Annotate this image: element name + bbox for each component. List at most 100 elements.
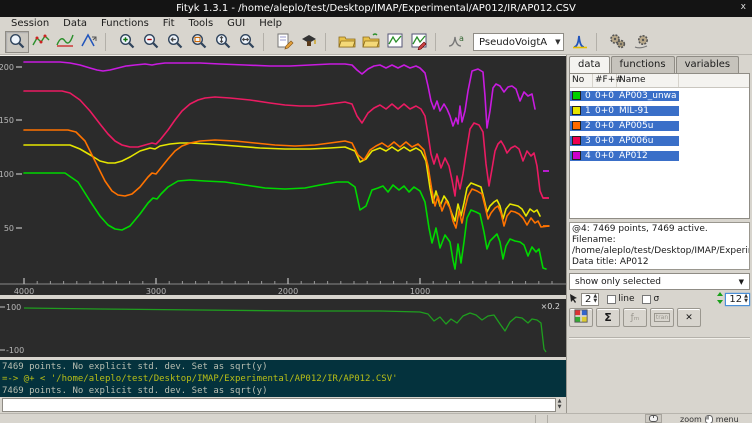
auxiliary-plot[interactable]: 100 -100 ×0.2 [0,297,566,357]
add-function-button[interactable] [568,31,592,53]
edit-script-button[interactable] [273,31,297,53]
menu-data[interactable]: Data [63,18,88,29]
zoom-all-button[interactable] [187,31,211,53]
load-data-button[interactable] [335,31,359,53]
script-edit-icon [276,32,294,53]
folder-open-icon [338,32,356,53]
point-size-spinner[interactable]: 2 ▲ ▼ [581,292,600,306]
zoom-mode-button[interactable] [5,31,29,53]
save-data-button[interactable] [407,31,431,53]
dataset-row[interactable]: 2 0+0 AP005u [570,118,749,133]
menu-session[interactable]: Session [11,18,50,29]
zoom-horizontal-button[interactable] [235,31,259,53]
magnifier-icon [8,32,26,53]
folder-open-plus-icon [362,32,380,53]
background-mode-button[interactable] [53,31,77,53]
tab-data[interactable]: data [569,56,610,73]
function-type-value: PseudoVoigtA [479,36,548,48]
dataset-color-swatch[interactable] [572,106,581,115]
data-range-mode-button[interactable] [29,31,53,53]
dataset-info-title: Data title: AP012 [572,257,649,267]
command-history-spinner[interactable]: ▲ ▼ [557,398,562,410]
dataset-row[interactable]: 4 0+0 AP012 [570,148,749,163]
dataset-color-swatch[interactable] [572,91,581,100]
chevron-down-icon: ▼ [738,277,744,286]
show-filter-dropdown[interactable]: show only selected ▼ [569,273,750,290]
spectrum-curve [23,129,550,229]
toolbar-separator [596,33,603,51]
dataset-name: AP003_unwa... [619,90,677,101]
spinner-arrows-icon[interactable]: ▲ ▼ [744,293,748,304]
menu-help[interactable]: Help [259,18,283,29]
dataset-row[interactable]: 3 0+0 AP006u [570,133,749,148]
y-tick-label: 200 [0,63,14,72]
zoom-out-button[interactable] [139,31,163,53]
dataset-color-swatch[interactable] [572,151,581,160]
x-tick-label: 4000 [14,287,34,296]
sigma-checkbox[interactable] [642,294,652,304]
execute-script-button[interactable] [297,31,321,53]
sum-datasets-button[interactable]: Σ [596,308,620,327]
chevron-down-icon: ▼ [555,38,561,46]
line-checkbox-label: line [618,294,635,304]
console-line: =-> @+ < '/home/aleplo/test/Desktop/IMAP… [2,374,398,384]
peak-add-icon [571,32,589,53]
sidebar: data functions variables No #F+# Name 0 0+0… [566,55,752,413]
dataset-info: @4: 7469 points, 7469 active. Filename: … [569,222,750,270]
transform-data-button[interactable]: tran [650,308,674,327]
save-image-button[interactable] [383,31,407,53]
fit-run-button[interactable] [606,31,630,53]
left-click-hint: zoom [680,414,702,423]
display-controls: 2 ▲ ▼ line σ 12 ▲ ▼ [569,291,750,306]
console-line: 7469 points. No explicit std. dev. Set a… [2,362,268,372]
dataset-color-swatch[interactable] [572,136,581,145]
auto-add-peak-button[interactable]: a [445,31,469,53]
menu-tools[interactable]: Tools [188,18,214,29]
spectrum-curve [23,172,547,270]
previous-zoom-button[interactable] [163,31,187,53]
add-peak-mode-button[interactable] [77,31,101,53]
mouse-mode-button[interactable] [645,414,662,423]
menu-functions[interactable]: Functions [101,18,149,29]
aux-curve [23,307,547,353]
function-type-select[interactable]: PseudoVoigtA ▼ [473,33,565,51]
title-bar: Fityk 1.3.1 - /home/aleplo/test/Desktop/… [0,0,752,17]
y-tick-label: 50 [4,224,14,233]
svg-text:a: a [459,34,464,43]
toolbar-separator [263,33,270,51]
dataset-info-filename: Filename: /home/aleplo/test/Desktop/IMAP… [572,235,749,256]
magnifier-minus-icon [142,32,160,53]
spinner-arrows-icon[interactable]: ▲ ▼ [593,293,598,304]
menu-gui[interactable]: GUI [227,18,246,29]
zoom-vertical-button[interactable] [211,31,235,53]
column-header-fcount: #F+# [595,74,623,87]
mouse-icon [649,415,658,422]
spectrum-curve [23,142,541,222]
magnifier-all-icon [190,32,208,53]
sidebar-divider [569,337,750,339]
dataset-color-swatch[interactable] [572,121,581,130]
tab-variables[interactable]: variables [675,56,740,73]
line-checkbox[interactable] [607,294,617,304]
fit-continue-button[interactable] [630,31,654,53]
toolbar: a PseudoVoigtA ▼ [0,30,752,55]
dataset-number: 4 [585,150,591,161]
delete-dataset-button[interactable]: ✕ [677,308,701,327]
main-plot[interactable]: 4000 3000 2000 1000 200 150 100 50 [0,55,566,296]
magnifier-vert-icon [214,32,232,53]
zoom-in-button[interactable] [115,31,139,53]
load-data-custom-button[interactable] [359,31,383,53]
dataset-colors-button[interactable] [569,308,593,327]
dataset-fcount: 0+0 [595,135,614,146]
edit-function-button[interactable]: ƒₘ [623,308,647,327]
command-input[interactable] [2,398,556,412]
spectrum-curve [23,61,536,129]
dataset-row[interactable]: 1 0+0 MIL-91 [570,103,749,118]
vertical-shift-spinner[interactable]: 12 ▲ ▼ [725,292,750,306]
dataset-row[interactable]: 0 0+0 AP003_unwa... [570,88,749,103]
tab-functions[interactable]: functions [610,56,675,73]
dataset-name: AP005u [619,120,654,131]
menu-fit[interactable]: Fit [162,18,175,29]
close-window-button[interactable]: x [740,2,746,12]
